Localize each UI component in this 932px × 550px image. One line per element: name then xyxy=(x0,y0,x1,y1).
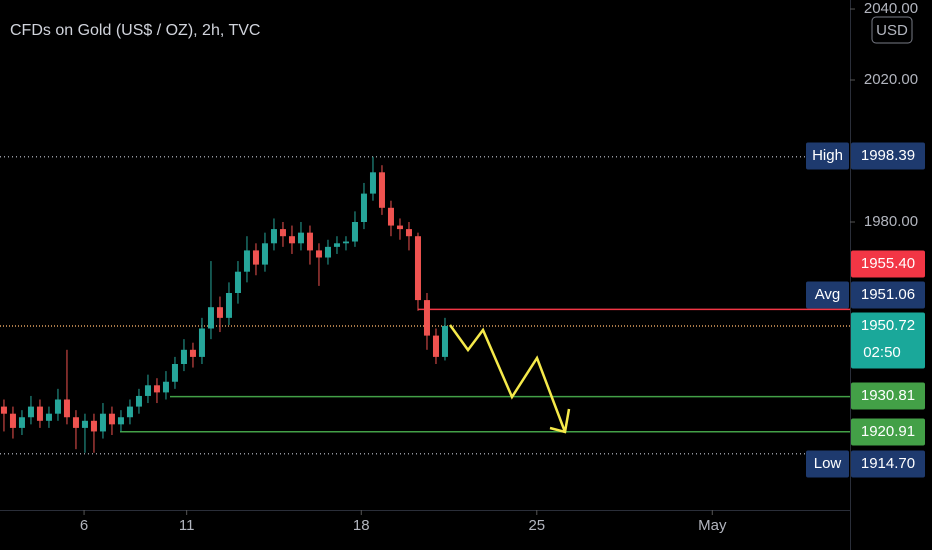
projection-path xyxy=(448,324,567,433)
y-tick-label: 1980.00 xyxy=(864,213,918,230)
candle-body xyxy=(324,246,331,258)
x-tick-label: 6 xyxy=(80,517,88,534)
level-name-tag xyxy=(806,142,849,170)
candle-body xyxy=(153,385,160,393)
candle-body xyxy=(108,413,115,425)
y-tick-label: 2020.00 xyxy=(864,71,918,88)
candle-body xyxy=(333,243,340,247)
candle-body xyxy=(81,420,88,428)
level-name-tag xyxy=(806,450,849,478)
y-tick-label: 2040.00 xyxy=(864,0,918,17)
price-tag xyxy=(851,312,925,369)
x-tick-label: 25 xyxy=(528,517,545,534)
candle-body xyxy=(126,406,133,418)
x-tick-label: 11 xyxy=(179,517,195,534)
candle-body xyxy=(315,250,322,258)
candle-body xyxy=(18,417,25,428)
price-tag xyxy=(851,142,925,170)
price-tag-label: 1998.39 xyxy=(861,147,915,164)
candle-body xyxy=(117,417,124,425)
candle-body xyxy=(288,236,295,244)
price-tag-label: 1955.40 xyxy=(861,255,915,272)
candle-body xyxy=(0,406,7,414)
candle-body xyxy=(45,413,52,421)
price-tag xyxy=(851,281,925,309)
candle-body xyxy=(90,420,97,432)
candle-body xyxy=(270,229,277,244)
price-tag-label: 1920.91 xyxy=(861,423,915,440)
candle-body xyxy=(351,222,358,242)
currency-label[interactable]: USD xyxy=(876,22,908,39)
candle-body xyxy=(387,207,394,226)
candle-body xyxy=(243,250,250,272)
candle-body xyxy=(297,232,304,244)
price-tag xyxy=(851,450,925,478)
candle-body xyxy=(360,193,367,223)
countdown-label: 02:50 xyxy=(863,344,901,361)
candle-body xyxy=(342,241,349,244)
price-tag-label: 1914.70 xyxy=(861,455,915,472)
candle-body xyxy=(234,271,241,294)
candle-body xyxy=(306,232,313,251)
candle-body xyxy=(99,413,106,432)
level-name: High xyxy=(812,147,843,164)
price-tag-label: 1950.72 xyxy=(861,317,915,334)
x-tick-label: 18 xyxy=(353,517,370,534)
candle-body xyxy=(162,381,169,393)
x-tick-label: May xyxy=(698,517,727,534)
price-tag-label: 1951.06 xyxy=(861,286,915,303)
projection-arrowhead xyxy=(549,408,571,434)
candle-body xyxy=(171,363,178,382)
plot xyxy=(0,8,855,515)
candle-body xyxy=(63,399,70,418)
candle-body xyxy=(225,293,232,318)
candle-body xyxy=(252,250,259,265)
candle-body xyxy=(180,349,187,364)
candle-body xyxy=(198,328,205,357)
level-name-tag xyxy=(806,281,849,309)
candle-body xyxy=(396,225,403,230)
candle-body xyxy=(261,243,268,265)
candle-body xyxy=(9,413,16,428)
price-tag-label: 1930.81 xyxy=(861,387,915,404)
candle-body xyxy=(189,349,196,357)
candle-body xyxy=(216,307,223,318)
candle-body xyxy=(405,229,412,237)
candle-body xyxy=(135,395,142,407)
candle-body xyxy=(72,417,79,428)
candle-body xyxy=(369,172,376,194)
candle-body xyxy=(144,385,151,396)
price-tag xyxy=(851,418,925,446)
level-name: Avg xyxy=(815,286,841,303)
price-tag xyxy=(851,382,925,410)
candle-body xyxy=(441,325,448,357)
candle-body xyxy=(279,229,286,237)
candle-body xyxy=(54,399,61,414)
level-name: Low xyxy=(814,455,842,472)
chart-title: CFDs on Gold (US$ / OZ), 2h, TVC xyxy=(10,22,260,39)
candle-body xyxy=(423,300,430,336)
candle-body xyxy=(378,172,385,208)
candle-body xyxy=(27,406,34,418)
currency-box[interactable] xyxy=(871,16,913,44)
candle-body xyxy=(207,307,214,329)
price-tag xyxy=(851,250,925,278)
candle-body xyxy=(36,406,43,421)
candle-body xyxy=(432,335,439,357)
candle-body xyxy=(414,236,421,301)
